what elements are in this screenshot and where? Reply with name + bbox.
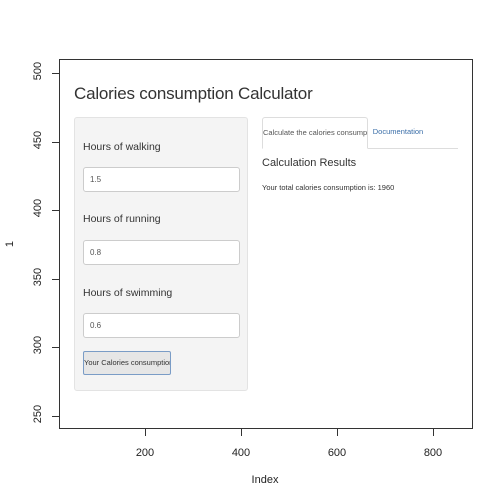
walking-hours-label: Hours of walking	[83, 141, 161, 153]
x-tick	[145, 429, 146, 436]
y-tick-label: 350	[32, 267, 44, 287]
results-text: Your total calories consumption is: 1960	[262, 183, 395, 192]
tab-documentation[interactable]: Documentation	[372, 127, 424, 136]
y-tick	[52, 142, 59, 143]
x-tick-label: 200	[135, 447, 155, 459]
submit-button[interactable]: Your Calories consumption is	[83, 351, 171, 375]
x-tick-label: 600	[327, 447, 347, 459]
x-tick	[337, 429, 338, 436]
running-hours-input[interactable]	[83, 240, 240, 265]
running-hours-label: Hours of running	[83, 213, 161, 225]
x-tick	[241, 429, 242, 436]
y-tick	[52, 279, 59, 280]
tab-calculate[interactable]: Calculate the calories consumption	[262, 117, 368, 149]
walking-hours-input[interactable]	[83, 167, 240, 192]
page-title: Calories consumption Calculator	[74, 84, 313, 103]
x-tick-label: 400	[231, 447, 251, 459]
y-tick-label: 300	[32, 335, 44, 355]
y-tick	[52, 210, 59, 211]
x-tick-label: 800	[423, 447, 443, 459]
swimming-hours-input[interactable]	[83, 313, 240, 338]
y-tick-label: 400	[32, 198, 44, 218]
x-tick	[433, 429, 434, 436]
y-tick	[52, 347, 59, 348]
results-heading: Calculation Results	[262, 157, 357, 169]
y-tick-label: 450	[32, 130, 44, 150]
y-tick	[52, 73, 59, 74]
swimming-hours-label: Hours of swimming	[83, 287, 173, 299]
y-tick-label: 250	[32, 404, 44, 424]
y-tick-label: 500	[32, 61, 44, 81]
y-tick	[52, 416, 59, 417]
y-axis-label: 1	[4, 240, 16, 248]
x-axis-label: Index	[251, 474, 279, 486]
